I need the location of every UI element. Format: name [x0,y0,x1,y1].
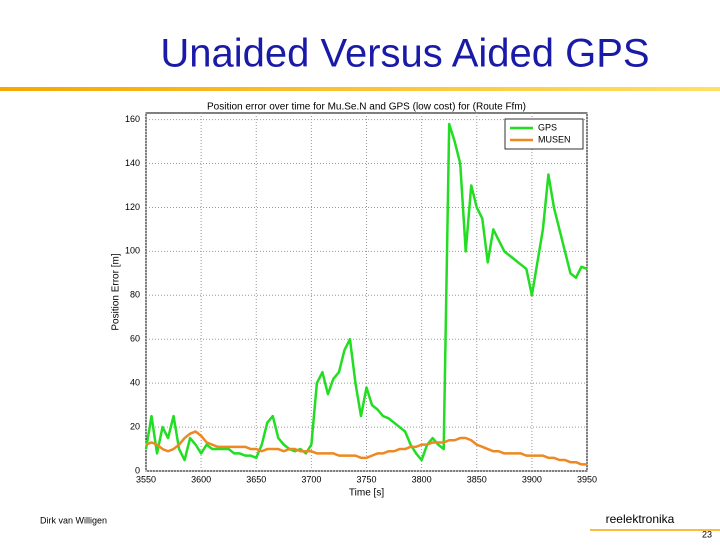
y-tick-label: 80 [130,290,140,300]
y-axis-label: Position Error [m] [111,253,122,330]
page-number: 23 [702,529,712,539]
chart: 0 20 40 60 80 100 120 140 160 3550 3600 3650 3700 375… [111,102,597,499]
y-tick-label: 120 [125,202,140,212]
x-axis-label: Time [s] [349,488,384,499]
x-tick-label: 3950 [577,474,597,484]
x-tick-label: 3550 [136,474,156,484]
title-rule [0,87,720,91]
y-tick-label: 60 [130,334,140,344]
x-tick-label: 3800 [412,474,432,484]
company: reelektronika [606,512,675,526]
y-tick-label: 20 [130,421,140,431]
y-tick-label: 0 [135,465,140,475]
author: Dirk van Willigen [40,515,107,525]
chart-title: Position error over time for Mu.Se.N and… [207,102,526,113]
series-line [145,430,587,466]
x-tick-label: 3700 [301,474,321,484]
x-tick-label: 3600 [191,474,211,484]
slide-title: Unaided Versus Aided GPS [160,32,649,76]
y-tick-label: 140 [125,158,140,168]
legend-box [504,118,584,150]
x-tick-label: 3850 [467,474,487,484]
x-tick-label: 3750 [356,474,376,484]
y-tick-label: 40 [130,378,140,388]
series-line [144,122,588,462]
x-tick-label: 3900 [522,474,542,484]
plot-area [145,112,588,472]
y-tick-label: 160 [125,114,140,124]
y-tick-label: 100 [125,246,140,256]
legend-label: MUSEN [538,134,571,144]
legend-label: GPS [538,122,557,132]
x-tick-label: 3650 [246,474,266,484]
